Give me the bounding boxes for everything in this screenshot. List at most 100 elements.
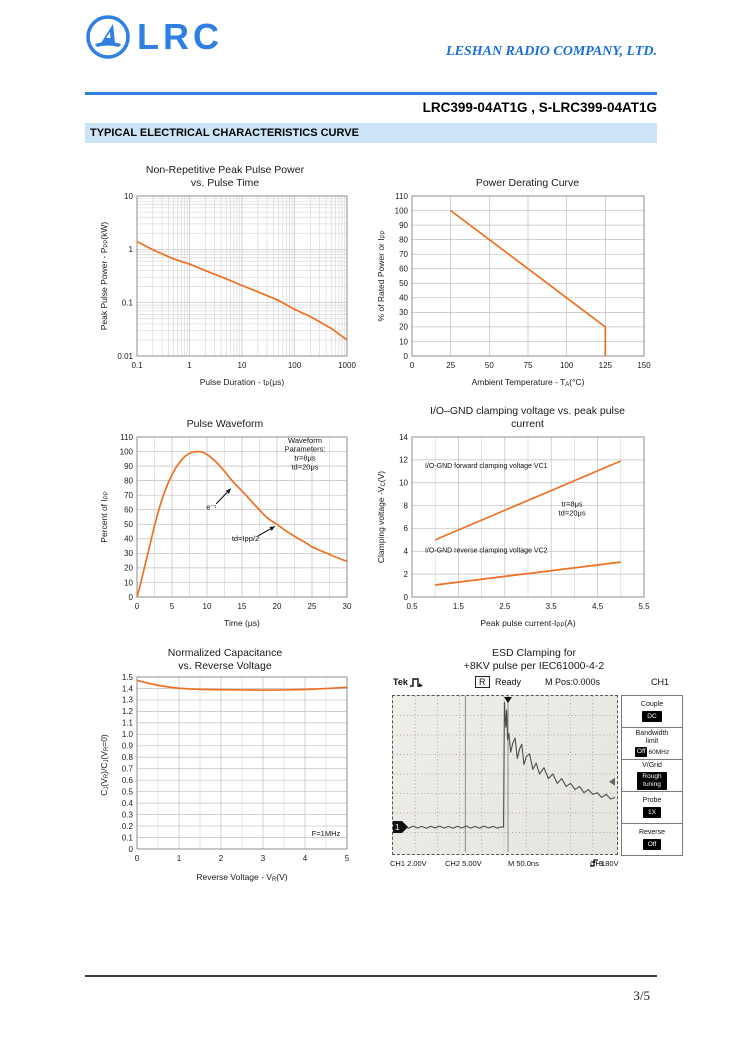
pulse-waveform-plot: Waveform Parameters: tr=8μs td=20μs e⁻ᵗ td=Ip… (120, 433, 352, 611)
svg-text:0: 0 (404, 352, 409, 361)
series-line-peak-pulse-power (136, 240, 348, 341)
annotation: td=Ipp/2 (232, 534, 259, 543)
menu-value-badge: Off (634, 747, 648, 757)
scope-esd-clamping: ESD Clamping for +8KV pulse per IEC61000… (383, 643, 685, 899)
svg-text:30: 30 (343, 602, 352, 611)
svg-text:1.2: 1.2 (122, 707, 134, 716)
chart-title: ESD Clamping for +8KV pulse per IEC61000… (463, 647, 605, 672)
menu-suffix: 60MHz (648, 748, 670, 756)
svg-text:90: 90 (399, 221, 408, 230)
x-axis-label: Peak pulse current-IPP(A) (480, 618, 576, 630)
annotation: F=1MHz (312, 829, 341, 838)
svg-text:1.1: 1.1 (122, 719, 134, 728)
svg-text:15: 15 (238, 602, 247, 611)
svg-text:2: 2 (404, 570, 409, 579)
svg-text:1: 1 (187, 361, 192, 370)
svg-text:125: 125 (599, 361, 613, 370)
svg-text:0.2: 0.2 (122, 822, 134, 831)
scope-trace (392, 701, 616, 829)
svg-text:25: 25 (308, 602, 317, 611)
svg-text:0.8: 0.8 (122, 753, 134, 762)
trigger-level-marker (609, 777, 615, 786)
svg-text:30: 30 (399, 308, 408, 317)
svg-text:0.5: 0.5 (122, 787, 134, 796)
trigger-edge-icon (590, 859, 598, 867)
series-line-derating (450, 209, 607, 356)
annotation: I/O-GND forward clamping voltage VC1 (425, 463, 548, 470)
annotation: I/O-GND reverse clamping voltage VC2 (425, 547, 548, 554)
trigger-status: Ready (495, 677, 522, 687)
svg-text:5.5: 5.5 (638, 602, 650, 611)
channel-label: CH1 (650, 677, 669, 687)
svg-text:2: 2 (219, 854, 224, 863)
header-rule (85, 92, 657, 95)
svg-text:75: 75 (524, 361, 533, 370)
scope-trace-plot: 1 (392, 696, 616, 852)
svg-text:50: 50 (485, 361, 494, 370)
y-axis-label: Percent of IPP (99, 491, 111, 543)
readout-ch1: CH1 2.00V (390, 859, 427, 868)
svg-text:20: 20 (273, 602, 282, 611)
svg-text:0.4: 0.4 (122, 799, 134, 808)
series-line-forward-clamping-VC1 (434, 460, 622, 541)
chart-peak-pulse-power: Non-Repetitive Peak Pulse Power vs. Puls… (85, 160, 365, 388)
section-banner: TYPICAL ELECTRICAL CHARACTERISTICS CURVE (85, 123, 657, 143)
svg-text:100: 100 (395, 206, 409, 215)
svg-text:0: 0 (410, 361, 415, 370)
series-line-normalized-capacitance (136, 679, 348, 691)
svg-text:30: 30 (124, 549, 133, 558)
menu-value-badge: Off (642, 839, 662, 850)
svg-text:110: 110 (395, 192, 408, 201)
svg-text:4: 4 (404, 547, 409, 556)
svg-text:0.1: 0.1 (122, 298, 134, 307)
svg-text:0.01: 0.01 (117, 352, 133, 361)
svg-text:14: 14 (399, 433, 408, 442)
svg-text:0.6: 0.6 (122, 776, 134, 785)
svg-text:80: 80 (399, 235, 408, 244)
svg-text:1.3: 1.3 (122, 696, 134, 705)
svg-text:90: 90 (124, 462, 133, 471)
svg-text:10: 10 (203, 602, 212, 611)
chart-clamping-voltage: I/O–GND clamping voltage vs. peak pulse … (372, 401, 683, 629)
scope-menu: Couple DC Bandwidth limit Off 60MHz V/Gr… (621, 695, 683, 856)
annotation: Waveform Parameters: tr=8μs td=20μs (285, 436, 326, 472)
svg-text:70: 70 (399, 250, 408, 259)
normalized-capacitance-plot: F=1MHz 0 1 2 3 4 5 0 0.1 0.2 0.3 0.4 0.5 0.6 0.7 0.8 0.9… (122, 673, 350, 863)
svg-text:4: 4 (303, 854, 308, 863)
svg-text:2.5: 2.5 (499, 602, 511, 611)
chart-pulse-waveform: Pulse Waveform Waveform Parameters: tr=8μs… (85, 401, 365, 628)
svg-text:1000: 1000 (338, 361, 356, 370)
svg-text:25: 25 (446, 361, 455, 370)
x-axis-label: Ambient Temperature - TA(°C) (471, 377, 585, 389)
svg-text:1: 1 (177, 854, 182, 863)
svg-text:0: 0 (135, 854, 140, 863)
y-axis-label: Peak Pulse Power - PPP(kW) (99, 221, 111, 331)
scope-display: 1 (392, 695, 618, 855)
svg-text:0: 0 (135, 602, 140, 611)
svg-text:60: 60 (399, 265, 408, 274)
menu-label: V/Grid (642, 761, 662, 769)
svg-text:100: 100 (288, 361, 302, 370)
x-axis-label: Time (μs) (224, 618, 260, 628)
x-axis-label: Pulse Duration - tP(μs) (199, 377, 285, 389)
chart-title: Normalized Capacitance vs. Reverse Volta… (167, 647, 283, 672)
menu-label: Reverse (638, 829, 666, 837)
svg-text:5: 5 (345, 854, 350, 863)
y-axis-label: % of Rated Power or IPP (376, 230, 388, 322)
tek-label: Tek (393, 677, 408, 687)
menu-value-badge: DC (642, 711, 662, 722)
trigger-state-key: R (475, 676, 490, 688)
svg-text:1: 1 (129, 245, 134, 254)
menu-label: Probe (642, 797, 662, 805)
svg-text:80: 80 (124, 476, 133, 485)
footer-rule (85, 975, 657, 977)
svg-text:5: 5 (170, 602, 175, 611)
svg-text:100: 100 (560, 361, 574, 370)
svg-text:1.4: 1.4 (122, 684, 134, 693)
svg-text:0.1: 0.1 (131, 361, 143, 370)
svg-text:0: 0 (129, 593, 134, 602)
channel1-marker (402, 821, 408, 834)
trigger-position-marker (503, 697, 512, 703)
series-line-pulse-waveform (136, 450, 348, 598)
series-line-reverse-clamping-VC2 (435, 561, 621, 586)
